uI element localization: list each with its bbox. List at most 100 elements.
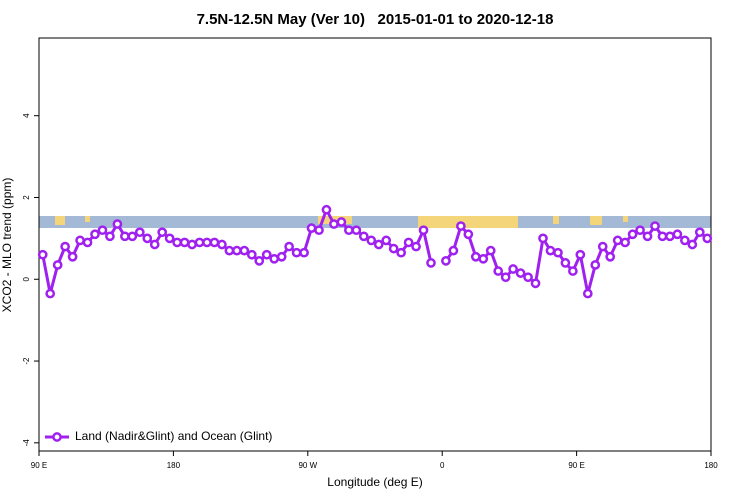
x-tick-label: 90 E — [31, 461, 47, 470]
legend-label: Land (Nadir&Glint) and Ocean (Glint) — [75, 429, 272, 443]
data-point — [179, 237, 190, 248]
data-point — [97, 225, 108, 236]
land-patch — [590, 216, 602, 225]
data-point — [172, 237, 182, 248]
data-point — [441, 256, 451, 266]
data-point — [351, 225, 362, 236]
data-point — [635, 225, 645, 236]
data-point — [358, 231, 369, 242]
data-point — [321, 204, 332, 215]
data-point — [373, 239, 384, 250]
data-point — [112, 219, 123, 229]
data-point — [344, 225, 354, 236]
data-point — [515, 268, 526, 278]
data-point — [665, 231, 675, 242]
data-point — [411, 241, 421, 252]
data-point — [627, 229, 638, 240]
data-point — [261, 249, 272, 260]
data-point — [105, 231, 115, 242]
data-point — [418, 225, 429, 236]
chart-title: 7.5N-12.5N May (Ver 10) 2015-01-01 to 20… — [197, 11, 554, 28]
data-point — [493, 266, 504, 276]
data-point — [299, 247, 309, 258]
data-point — [403, 237, 414, 248]
data-point — [381, 235, 392, 246]
data-point — [67, 251, 78, 262]
data-point — [396, 247, 406, 258]
data-point — [388, 243, 399, 254]
data-point — [269, 253, 280, 264]
x-tick-label: 0 — [440, 461, 445, 470]
data-point — [680, 235, 690, 246]
data-point — [314, 225, 324, 236]
x-tick-label: 180 — [704, 461, 718, 470]
legend-marker — [52, 432, 62, 442]
map-strip — [39, 216, 711, 228]
data-point — [127, 231, 138, 242]
data-point — [605, 251, 616, 262]
data-point — [650, 221, 660, 231]
data-point — [523, 272, 533, 283]
data-point — [45, 288, 56, 299]
y-tick-label: -4 — [22, 439, 31, 447]
ocean-band — [39, 216, 711, 228]
data-point — [90, 229, 100, 240]
data-point — [60, 241, 70, 252]
data-point — [224, 245, 235, 256]
data-point — [687, 239, 698, 250]
land-patch — [85, 216, 90, 222]
data-point — [582, 288, 593, 299]
data-point — [239, 245, 250, 256]
x-axis-label: Longitude (deg E) — [327, 475, 422, 489]
data-point — [575, 249, 586, 260]
y-tick-label: 0 — [22, 276, 31, 281]
data-point — [202, 237, 212, 248]
data-point — [291, 247, 302, 258]
x-tick-label: 90 W — [298, 461, 317, 470]
data-point — [545, 245, 556, 256]
x-tick-label: 90 E — [568, 461, 584, 470]
data-point — [75, 235, 85, 246]
data-point — [463, 229, 474, 240]
data-point — [217, 239, 227, 250]
data-point — [194, 237, 205, 248]
data-point — [246, 249, 257, 260]
data-point — [37, 249, 48, 260]
data-point — [142, 233, 153, 244]
data-point — [426, 258, 436, 268]
plot-frame — [38, 37, 712, 452]
y-tick-label: 2 — [22, 195, 31, 200]
data-point — [284, 241, 294, 252]
data-point — [642, 231, 653, 242]
land-patch — [418, 216, 518, 228]
data-point — [456, 221, 466, 231]
data-point — [508, 264, 518, 274]
data-point — [164, 233, 175, 244]
data-point — [157, 227, 168, 238]
land-patch — [623, 216, 628, 222]
y-axis-label: XCO2 - MLO trend (ppm) — [0, 178, 14, 313]
data-point — [672, 229, 683, 240]
data-point — [276, 251, 287, 262]
data-point — [485, 245, 496, 256]
data-point — [187, 239, 197, 250]
data-point — [597, 241, 608, 252]
data-point — [620, 237, 630, 248]
data-point — [306, 223, 317, 233]
data-point — [448, 245, 459, 256]
data-point — [232, 245, 242, 256]
data-point — [336, 217, 347, 227]
x-tick-label: 180 — [167, 461, 181, 470]
data-point — [657, 231, 668, 242]
data-point — [82, 237, 93, 248]
data-point — [530, 278, 541, 289]
data-point — [538, 233, 548, 244]
data-point — [478, 253, 489, 264]
data-point — [560, 258, 571, 268]
data-point — [120, 231, 130, 242]
y-tick-label: -2 — [22, 357, 31, 365]
data-point — [612, 235, 623, 246]
data-point — [366, 235, 377, 246]
data-point — [149, 239, 160, 250]
